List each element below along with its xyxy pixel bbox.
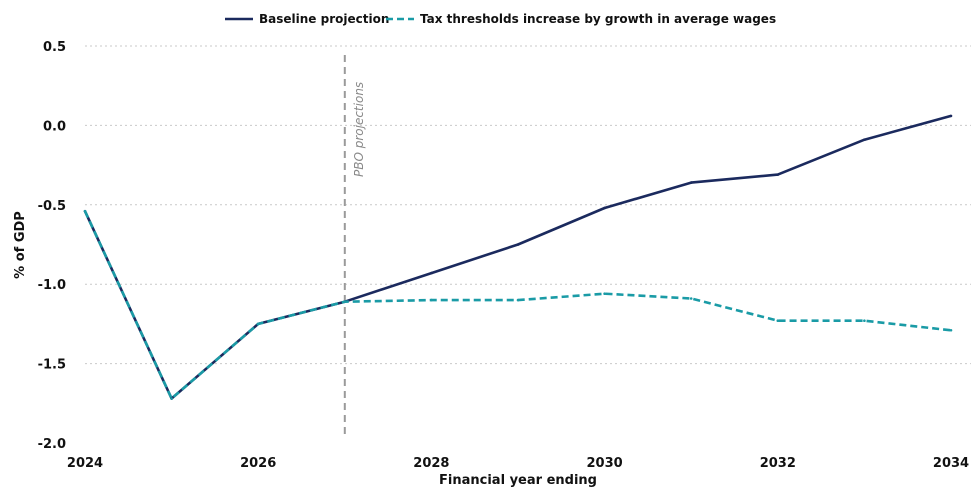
data-point-1 xyxy=(863,138,866,141)
x-tick-label: 2034 xyxy=(933,456,969,471)
y-tick-label: -2.0 xyxy=(38,437,66,452)
data-point-2 xyxy=(776,319,780,323)
series-lines xyxy=(83,114,953,400)
x-axis: 2024 2026 2028 2030 2032 2034 xyxy=(67,456,969,471)
data-point-1 xyxy=(689,181,693,184)
data-point-2 xyxy=(603,292,606,296)
grid-lines xyxy=(85,45,971,365)
y-tick-label: 0.0 xyxy=(43,119,66,134)
legend-label-2: Tax thresholds increase by growth in ave… xyxy=(420,12,776,26)
data-point-2 xyxy=(516,298,520,302)
legend-label-1: Baseline projection xyxy=(259,12,389,26)
x-tick-label: 2028 xyxy=(413,456,449,471)
legend: Baseline projection Tax thresholds increa… xyxy=(225,12,776,26)
data-point-2 xyxy=(83,209,87,213)
data-point-1 xyxy=(949,114,953,118)
data-point-2 xyxy=(170,397,173,400)
x-tick-label: 2024 xyxy=(67,456,103,471)
x-tick-label: 2026 xyxy=(240,456,276,471)
y-axis: 0.5 0.0 -0.5 -1.0 -1.5 -2.0 xyxy=(38,40,66,452)
data-point-2 xyxy=(256,322,260,326)
y-tick-label: 0.5 xyxy=(43,40,66,55)
y-tick-label: -0.5 xyxy=(38,199,66,214)
data-point-2 xyxy=(949,328,953,332)
data-point-1 xyxy=(516,243,520,246)
series-line-2 xyxy=(83,210,952,400)
series-line-1 xyxy=(83,114,952,400)
y-tick-label: -1.0 xyxy=(38,278,66,293)
x-axis-title: Financial year ending xyxy=(439,473,597,488)
data-point-2 xyxy=(863,319,866,323)
data-point-1 xyxy=(430,271,433,275)
annotation-group: PBO projections xyxy=(343,55,366,436)
data-point-2 xyxy=(689,297,693,300)
x-tick-label: 2030 xyxy=(587,456,623,471)
data-point-1 xyxy=(603,206,606,210)
data-point-2 xyxy=(430,298,433,302)
y-axis-title: % of GDP xyxy=(13,211,28,279)
y-tick-label: -1.5 xyxy=(38,358,66,373)
data-point-2 xyxy=(343,300,347,303)
x-tick-label: 2032 xyxy=(760,456,796,471)
annotation-label: PBO projections xyxy=(352,82,366,177)
data-point-1 xyxy=(776,173,780,176)
